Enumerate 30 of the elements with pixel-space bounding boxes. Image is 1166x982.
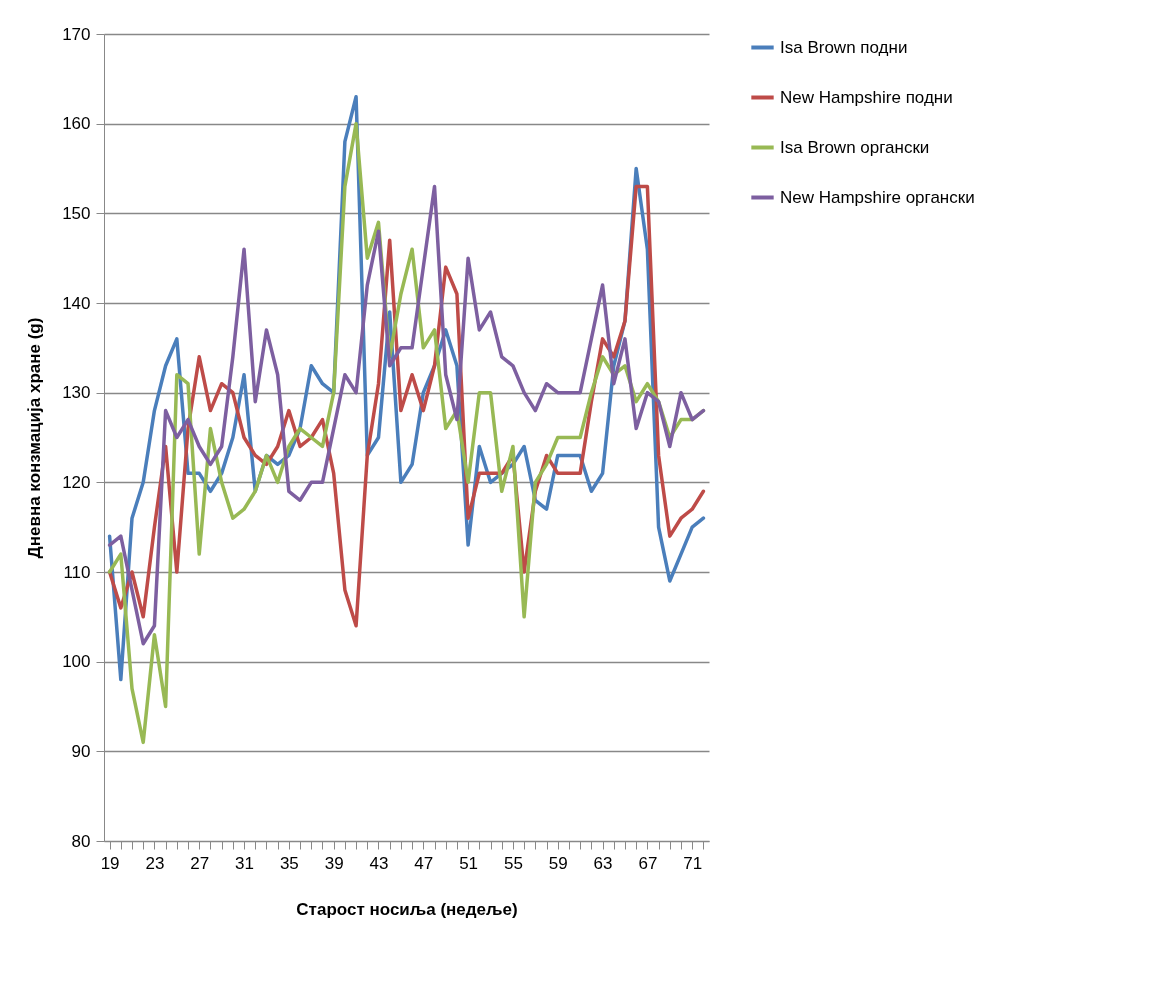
x-tick-label: 55 (503, 853, 523, 873)
y-tick-label: 90 (71, 741, 91, 761)
x-tick-label: 67 (638, 853, 658, 873)
y-tick-label: 100 (62, 652, 91, 672)
y-tick-label: 80 (71, 831, 91, 851)
y-tick-label: 130 (62, 383, 91, 403)
y-tick-label: 160 (62, 114, 91, 134)
x-tick-label: 19 (100, 853, 120, 873)
x-tick-label: 27 (190, 853, 210, 873)
y-tick-label: 150 (62, 203, 91, 223)
y-tick-label: 140 (62, 293, 91, 313)
x-tick-label: 51 (459, 853, 479, 873)
y-tick-label: 120 (62, 472, 91, 492)
x-tick-label: 35 (279, 853, 299, 873)
x-tick-label: 23 (145, 853, 165, 873)
x-tick-label: 47 (414, 853, 434, 873)
legend-label: New Hampshire органски (780, 187, 975, 207)
x-tick-label: 39 (324, 853, 344, 873)
x-tick-label: 43 (369, 853, 389, 873)
y-tick-label: 170 (62, 24, 91, 44)
legend-label: Isa Brown подни (780, 37, 908, 57)
x-tick-label: 31 (235, 853, 255, 873)
x-tick-label: 71 (683, 853, 703, 873)
y-tick-label: 110 (63, 562, 91, 582)
legend-label: Isa Brown органски (780, 137, 930, 157)
y-axis-title: Дневна конзмација хране (g) (25, 317, 45, 559)
x-tick-label: 59 (548, 853, 568, 873)
legend-label: New Hampshire подни (780, 87, 953, 107)
x-axis-title: Старост носиља (недеље) (296, 899, 518, 919)
x-tick-label: 63 (593, 853, 613, 873)
